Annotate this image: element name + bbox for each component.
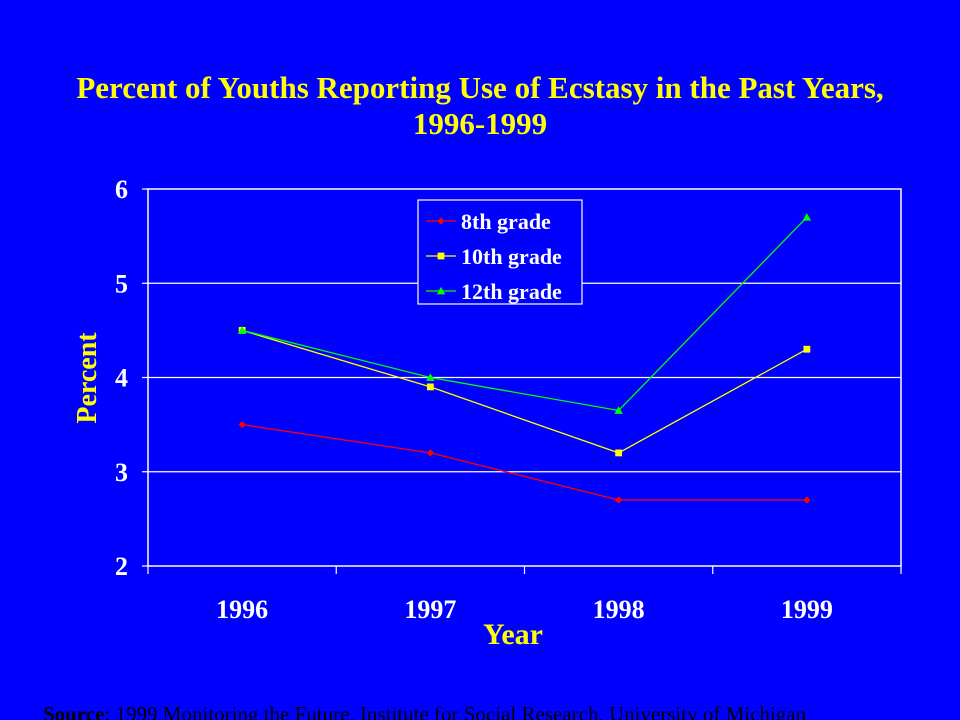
chart-title: Percent of Youths Reporting Use of Ecsta… [76, 70, 884, 141]
y-tick-label: 5 [115, 269, 128, 298]
data-point-triangle [614, 406, 623, 414]
data-point-square [437, 252, 445, 260]
y-tick-label: 2 [115, 552, 128, 581]
legend: 8th grade 10th grade 12th grade [417, 199, 583, 305]
data-point-square [615, 449, 623, 457]
series-line [241, 329, 808, 454]
x-tick-label: 1998 [593, 595, 645, 624]
legend-item: 12th grade [426, 279, 562, 304]
y-tick-label: 6 [115, 175, 128, 204]
series-3 [237, 213, 812, 414]
data-point-triangle [802, 213, 812, 221]
data-point-diamond [426, 449, 434, 457]
x-tick-label: 1997 [404, 595, 456, 624]
series-lines [237, 213, 812, 504]
data-point-square [803, 345, 811, 353]
data-point-diamond [615, 496, 623, 504]
legend-item: 8th grade [426, 209, 551, 234]
x-tick-label: 1996 [216, 595, 268, 624]
source-citation: Source: 1999 Monitoring the Future, Inst… [43, 701, 960, 720]
data-point-diamond [238, 421, 246, 429]
data-point-diamond [437, 217, 445, 225]
data-point-diamond [803, 496, 811, 504]
series-line [241, 216, 808, 412]
data-point-triangle [426, 373, 435, 381]
source-label: Source [43, 702, 105, 720]
axes: 2 3 4 5 6 1996 1997 1998 1999 [115, 175, 902, 624]
legend-label: 12th grade [461, 279, 562, 304]
y-tick-label: 4 [115, 364, 128, 393]
legend-label: 10th grade [461, 244, 562, 269]
legend-label: 8th grade [461, 209, 551, 234]
source-text: : 1999 Monitoring the Future, Institute … [104, 702, 807, 720]
data-point-triangle [237, 326, 247, 334]
y-tick-label: 3 [115, 458, 128, 487]
x-tick-label: 1999 [781, 595, 833, 624]
legend-item: 10th grade [426, 244, 562, 269]
y-axis-label: Percent [72, 332, 103, 424]
x-axis-label: Year [483, 618, 543, 651]
series-1 [238, 421, 811, 504]
legend-box [417, 199, 583, 305]
data-point-triangle [436, 286, 446, 295]
series-line [242, 423, 807, 501]
data-point-square [426, 383, 434, 391]
